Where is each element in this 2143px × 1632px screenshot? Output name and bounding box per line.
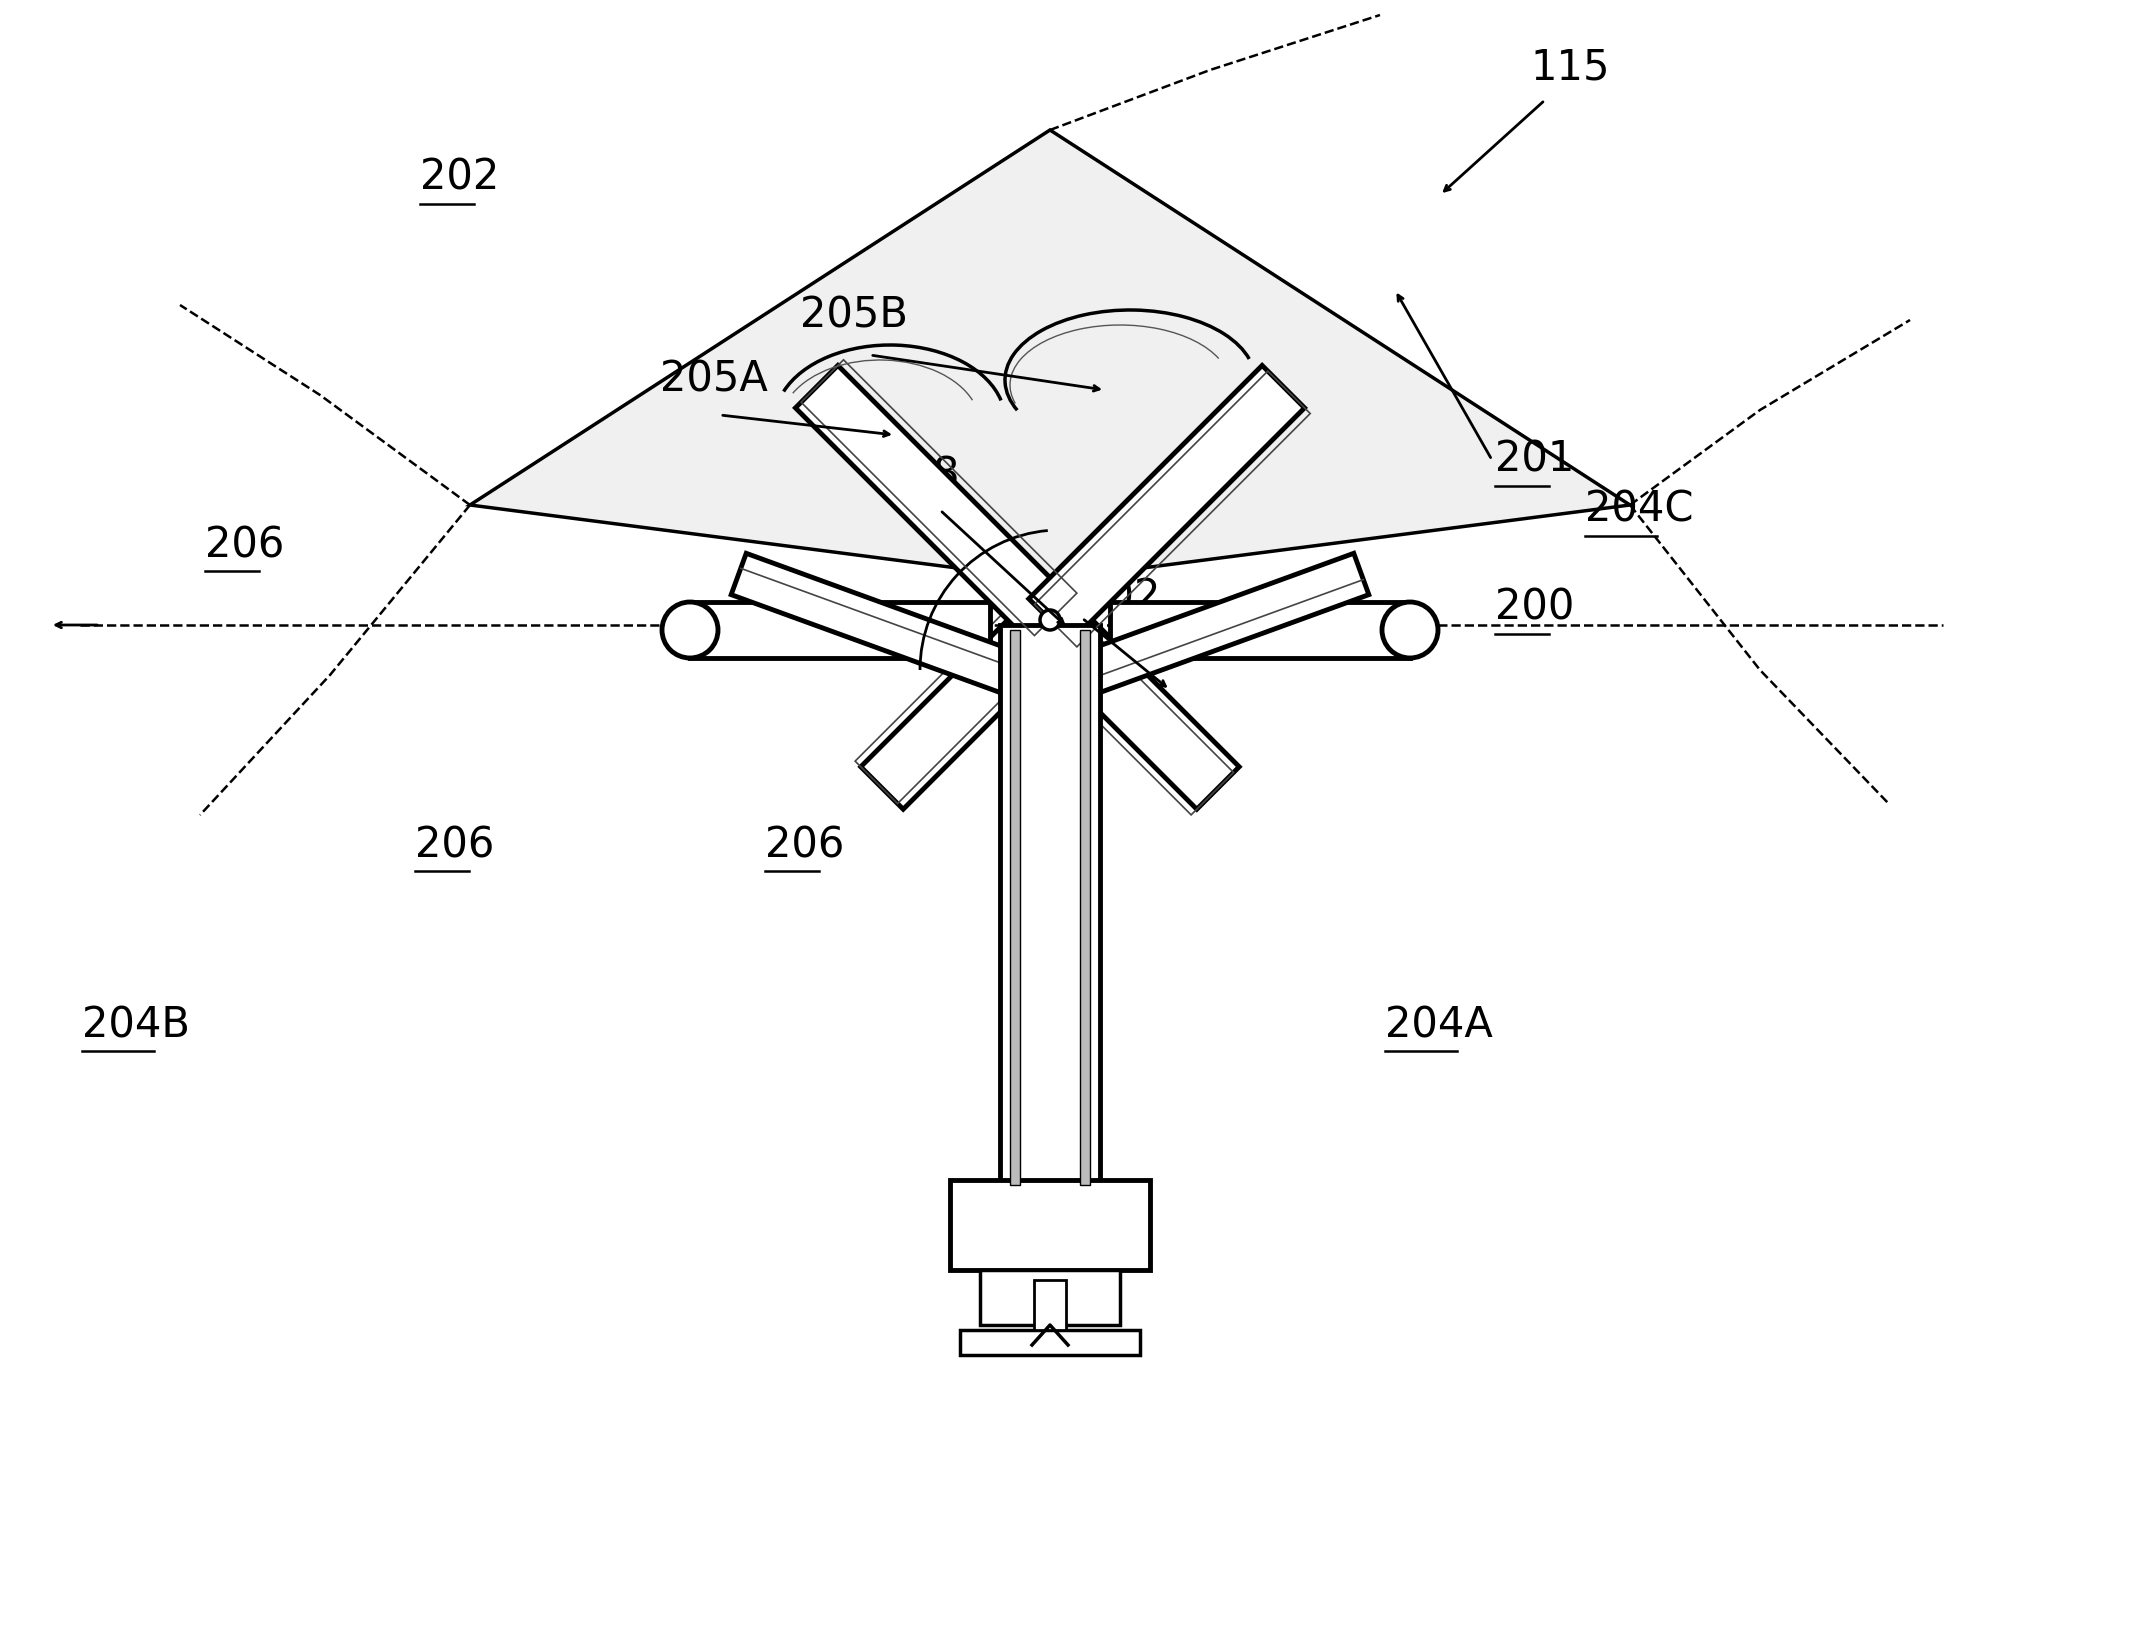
- Polygon shape: [690, 602, 990, 658]
- Text: 206: 206: [416, 824, 495, 867]
- Bar: [960, 1330, 1140, 1355]
- Polygon shape: [731, 553, 1037, 700]
- Polygon shape: [1063, 553, 1369, 700]
- Text: 205A: 205A: [660, 359, 767, 401]
- Bar: [1035, 1279, 1065, 1330]
- Bar: [1001, 625, 1099, 1190]
- Polygon shape: [861, 599, 1072, 809]
- Bar: [1009, 630, 1020, 1185]
- Text: 204B: 204B: [81, 1004, 191, 1046]
- Bar: [1080, 630, 1091, 1185]
- Circle shape: [662, 602, 718, 658]
- Polygon shape: [469, 131, 1631, 579]
- Polygon shape: [795, 366, 1072, 641]
- Text: 206: 206: [206, 524, 285, 566]
- Text: 115: 115: [1530, 47, 1609, 90]
- Text: 402: 402: [1082, 578, 1162, 619]
- Text: 206: 206: [765, 824, 844, 867]
- Text: 200: 200: [1496, 588, 1575, 628]
- Text: 204A: 204A: [1384, 1004, 1494, 1046]
- Circle shape: [1382, 602, 1438, 658]
- Circle shape: [1039, 610, 1061, 630]
- Polygon shape: [1110, 602, 1410, 658]
- Bar: [979, 1270, 1121, 1325]
- Text: 201: 201: [1496, 439, 1575, 481]
- Polygon shape: [1029, 599, 1239, 809]
- Text: 205B: 205B: [799, 294, 909, 336]
- Text: 204C: 204C: [1586, 490, 1693, 530]
- Polygon shape: [1029, 366, 1305, 641]
- Bar: [949, 1180, 1151, 1270]
- Text: 208: 208: [881, 454, 960, 496]
- Text: 202: 202: [420, 157, 499, 199]
